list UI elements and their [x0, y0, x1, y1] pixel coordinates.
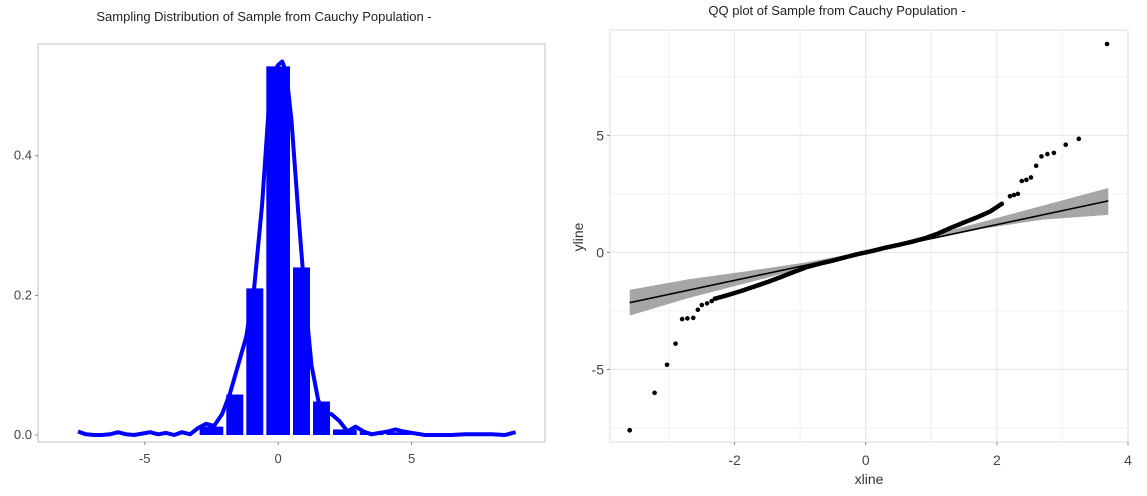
qq-point — [1007, 193, 1013, 199]
qq-point — [695, 307, 701, 313]
y-tick-label: 0 — [596, 244, 604, 260]
qq-point — [704, 301, 710, 306]
qq-point — [1015, 191, 1021, 197]
y-tick-label: 0.2 — [14, 287, 32, 302]
histogram-chart: Sampling Distribution of Sample from Cau… — [14, 9, 546, 466]
histogram-bar-3 — [266, 66, 290, 436]
histogram-bar-2 — [246, 288, 264, 436]
qq-point — [699, 302, 705, 308]
qq-point — [1063, 142, 1069, 148]
qq-point — [1011, 192, 1017, 198]
qq-point — [685, 316, 690, 321]
y-tick-label: 0.4 — [14, 148, 32, 163]
histogram-bar-8 — [386, 432, 411, 436]
qq-point — [673, 341, 678, 346]
qq-point — [999, 201, 1005, 207]
x-tick-label: 5 — [408, 451, 415, 466]
histogram-bar-0 — [199, 426, 224, 436]
histogram-bar-4 — [293, 267, 311, 436]
y-tick-label: 5 — [596, 127, 604, 143]
qq-point — [1045, 151, 1050, 157]
x-tick-label: -5 — [139, 451, 151, 466]
y-tick-label: -5 — [592, 361, 605, 377]
density-line — [77, 59, 517, 437]
x-tick-label: 2 — [993, 452, 1001, 468]
qq-ylabel: yline — [570, 222, 586, 251]
qq-point — [664, 362, 670, 368]
histogram-bar-5 — [313, 401, 331, 436]
qq-point — [627, 427, 632, 433]
qq-point — [1104, 41, 1110, 47]
qq-point — [1028, 175, 1034, 180]
qq-point — [1076, 136, 1082, 142]
histogram-title: Sampling Distribution of Sample from Cau… — [96, 9, 431, 24]
qq-point — [709, 298, 714, 304]
x-tick-label: 0 — [862, 452, 870, 468]
qq-point — [1019, 178, 1025, 184]
qq-panel — [609, 29, 1129, 443]
qq-point — [679, 316, 685, 322]
x-tick-label: 4 — [1124, 452, 1132, 468]
qq-point — [1051, 150, 1057, 156]
qq-plot-chart: QQ plot of Sample from Cauchy Population… — [570, 3, 1132, 487]
qq-xlabel: xline — [855, 471, 884, 487]
qq-point — [652, 390, 657, 396]
histogram-bar-6 — [333, 429, 357, 436]
qq-point — [1033, 163, 1039, 169]
qq-title: QQ plot of Sample from Cauchy Population… — [708, 3, 965, 18]
x-tick-label: -2 — [728, 452, 741, 468]
qq-point — [690, 315, 696, 321]
qq-point — [1024, 177, 1029, 183]
histogram-bar-1 — [226, 394, 244, 436]
qq-point — [1039, 154, 1044, 159]
x-tick-label: 0 — [275, 451, 282, 466]
y-tick-label: 0.0 — [14, 427, 32, 442]
